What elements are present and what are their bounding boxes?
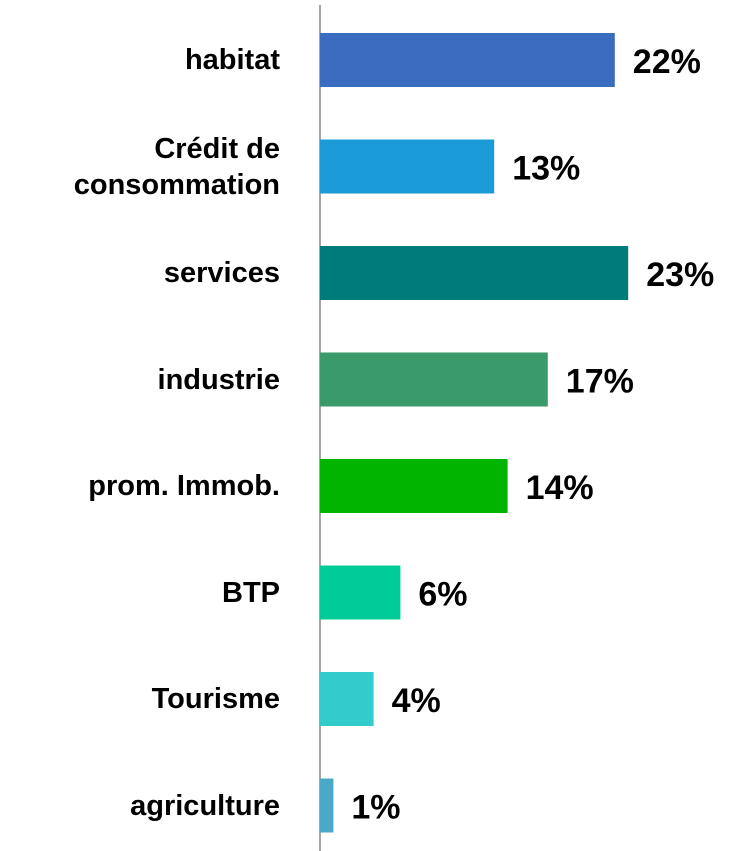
category-label: habitat [184,44,280,76]
value-label: 4% [392,682,441,720]
category-label: services [163,257,280,289]
bar [320,672,374,726]
bar [320,139,495,194]
category-label: prom. Immob. [88,470,280,502]
category-label: industrie [157,363,280,396]
value-label: 1% [351,788,400,826]
value-label: 17% [566,362,634,400]
category-label: Crédit de consommation [73,132,280,201]
value-label: 14% [526,469,594,507]
value-label: 6% [418,575,467,613]
value-label: 23% [646,256,714,294]
bar [320,459,508,513]
bar [320,33,615,87]
value-label: 22% [633,43,701,81]
category-label: BTP [222,576,280,609]
category-label: agriculture [130,789,280,822]
category-label: Tourisme [151,683,280,715]
bar [320,246,629,300]
value-label: 13% [512,149,580,187]
bar [320,778,334,833]
bar [320,565,401,620]
bar [320,352,548,407]
